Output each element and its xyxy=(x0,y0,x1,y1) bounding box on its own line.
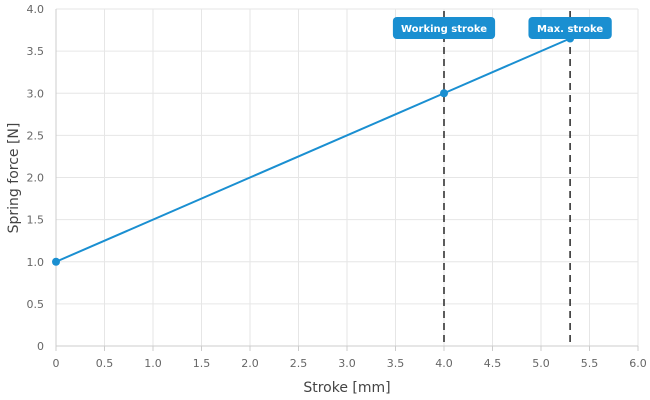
series xyxy=(52,34,575,266)
x-tick-label: 5.5 xyxy=(581,357,599,370)
y-tick-label: 0 xyxy=(37,340,44,353)
x-tick-label: 5.0 xyxy=(532,357,550,370)
x-tick-label: 4.5 xyxy=(484,357,502,370)
x-tick-label: 0 xyxy=(53,357,60,370)
data-point xyxy=(440,89,448,98)
y-tick-label: 3.5 xyxy=(27,45,45,58)
stroke-marker-label: Working stroke xyxy=(401,24,487,35)
y-tick-label: 3.0 xyxy=(27,87,45,100)
x-tick-label: 3.0 xyxy=(338,357,356,370)
x-tick-label: 1.5 xyxy=(193,357,211,370)
x-axis-title: Stroke [mm] xyxy=(303,380,390,396)
x-tick-label: 0.5 xyxy=(96,357,114,370)
x-tick-label: 4.0 xyxy=(435,357,453,370)
x-tick-label: 2.0 xyxy=(241,357,259,370)
y-tick-label: 2.5 xyxy=(27,129,45,142)
y-axis-ticks: 0 0.5 1.0 1.5 2.0 2.5 3.0 3.5 4.0 xyxy=(27,3,45,353)
data-point xyxy=(52,257,60,266)
y-tick-label: 1.0 xyxy=(27,256,45,269)
y-axis-title: Spring force [N] xyxy=(6,123,22,234)
stroke-marker-badge xyxy=(392,17,496,39)
stroke-markers: Working stroke Max. stroke xyxy=(392,11,612,346)
x-tick-label: 2.5 xyxy=(290,357,308,370)
x-tick-label: 1.0 xyxy=(144,357,162,370)
y-tick-label: 0.5 xyxy=(27,298,45,311)
data-point xyxy=(566,34,575,43)
y-tick-label: 2.0 xyxy=(27,172,45,185)
grid xyxy=(56,8,639,346)
stroke-marker-badge xyxy=(528,17,612,39)
stroke-marker-label: Max. stroke xyxy=(537,24,603,35)
y-tick-label: 1.5 xyxy=(27,214,45,227)
x-tick-label: 3.5 xyxy=(387,357,405,370)
x-tick-label: 6.0 xyxy=(629,357,647,370)
x-axis-ticks: 0 0.5 1.0 1.5 2.0 2.5 3.0 3.5 4.0 4.5 5.0 5.5 6.0 xyxy=(53,346,647,370)
y-tick-label: 4.0 xyxy=(27,3,45,16)
